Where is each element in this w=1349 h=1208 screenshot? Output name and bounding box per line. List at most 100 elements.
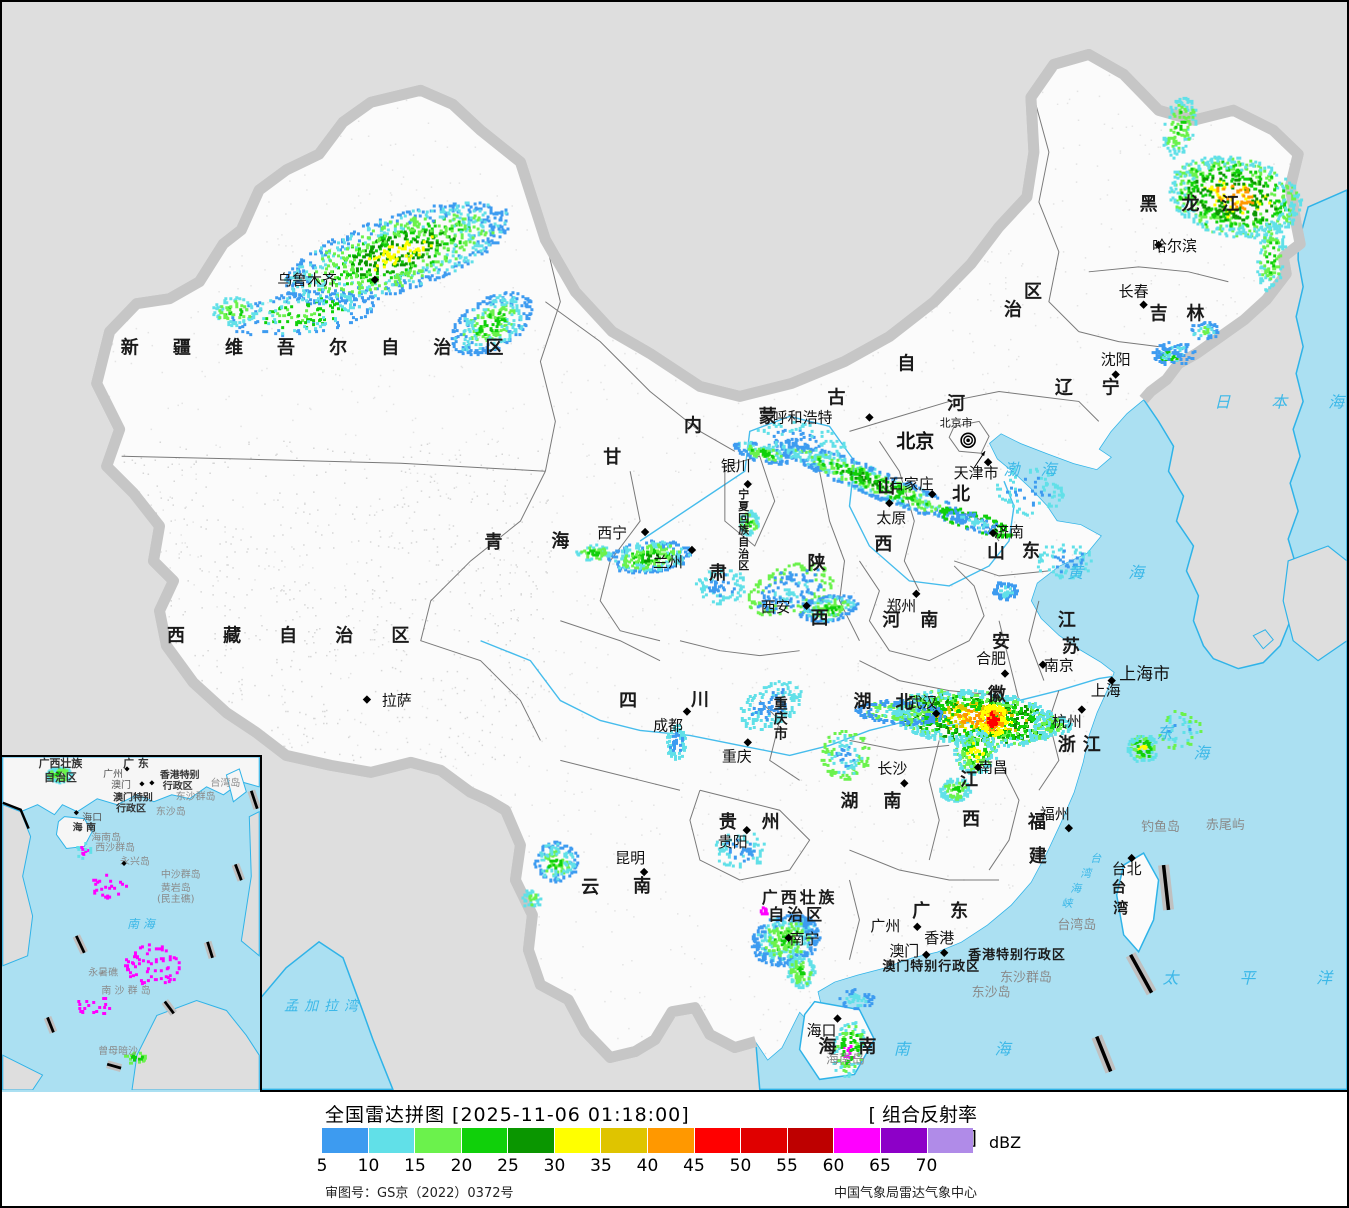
province-label: 建 [1029, 845, 1047, 867]
radar-echo [714, 832, 766, 869]
city-label: 西宁 [597, 524, 627, 542]
inset-radar-echoes [45, 766, 181, 1065]
radar-echo [124, 943, 181, 986]
island-label: 海南岛 [826, 1051, 865, 1067]
province-label: 湖 [853, 692, 871, 713]
dash-segment [163, 1000, 175, 1015]
color-scale-tick: 20 [450, 1156, 473, 1176]
color-scale-segment [787, 1128, 834, 1153]
province-label: 蒙 [759, 406, 777, 427]
capital-star-mid [963, 435, 974, 446]
radar-echo [739, 512, 758, 533]
city-dot [639, 867, 649, 877]
radar-echo [1161, 353, 1172, 361]
radar-echo [764, 922, 811, 959]
color-scale-segment [694, 1128, 741, 1153]
inset-label: 澳门特别 [113, 791, 153, 804]
province-label: 北 [895, 693, 913, 714]
radar-echo [1202, 326, 1210, 336]
inset-hainan [55, 816, 93, 849]
city-label: 呼和浩特 [773, 408, 833, 426]
color-scale-tick: 65 [869, 1156, 891, 1176]
city-label: 长春 [1119, 283, 1149, 301]
radar-echo [1133, 739, 1153, 758]
radar-echo [725, 838, 756, 863]
radar-echo [845, 993, 868, 1008]
city-dot [1154, 240, 1163, 250]
legend-title: 全国雷达拼图 [2025-11-06 01:18:00] [325, 1104, 690, 1126]
radar-echo [51, 771, 62, 777]
province-label: 南 [883, 790, 901, 812]
province-label: 苏 [1062, 636, 1080, 658]
province-label: 贵 [719, 812, 737, 833]
radar-echo [1178, 160, 1290, 228]
province-label: 江 [1083, 734, 1101, 755]
color-scale-segment [461, 1128, 508, 1153]
radar-echo [1053, 549, 1084, 574]
inset-label: 东沙岛 [156, 805, 186, 818]
province-label: 内 [684, 414, 702, 436]
radar-echo [827, 733, 864, 775]
province-label: 陕 [808, 552, 826, 574]
radar-echo [979, 704, 1010, 738]
province-label: 川 [690, 690, 709, 711]
province-label: 浙 [1058, 733, 1076, 755]
radar-echo [1265, 241, 1279, 275]
province-label: 黑 [1140, 194, 1158, 215]
city-dot [912, 589, 921, 599]
radar-echo [644, 553, 660, 563]
province-label: 徽 [987, 684, 1007, 706]
color-scale-segment [834, 1128, 880, 1153]
island-label: 东沙群岛 [1000, 970, 1052, 986]
inset-label: 东沙群岛 [176, 790, 216, 803]
sea-label: 黄 海 [1067, 563, 1164, 582]
province-label: 治 [1004, 299, 1022, 321]
radar-echo [952, 785, 962, 793]
city-label: 贵阳 [718, 833, 748, 851]
color-scale-ticks: 5 10 15 20 25 30 35 40 45 50 55 60 65 70 [2, 1156, 1347, 1176]
province-label: 吉 [1150, 303, 1168, 325]
city-dot [1107, 676, 1116, 685]
sea-label: 海 [1193, 743, 1211, 762]
color-scale-tick: 10 [357, 1156, 380, 1176]
yellow-river [639, 415, 1015, 587]
legend-unit: dBZ [989, 1133, 1022, 1152]
city-label: 成都 [653, 716, 683, 734]
province-label: 龙 [1181, 193, 1199, 215]
beijing-municipality-label: 北京市 [940, 415, 973, 429]
sea-label: 湾 [1080, 867, 1093, 880]
radar-echo [547, 858, 563, 870]
province-label: 四 [619, 691, 637, 712]
sea-label: 海 [1070, 882, 1083, 895]
island-label: 台湾岛 [1057, 917, 1096, 933]
dash-segment [206, 941, 214, 959]
province-label: 州 [762, 812, 780, 833]
radar-echo [1162, 96, 1198, 160]
city-label: 拉萨 [382, 692, 412, 710]
dash-segment [1129, 953, 1154, 994]
inset-label: 永暑礁 [88, 966, 118, 979]
color-scale-segment [927, 1128, 974, 1153]
color-scale-segment [601, 1128, 648, 1153]
inset-city-dot [149, 780, 155, 786]
city-dot [1139, 300, 1148, 309]
province-label: 青 [485, 532, 503, 553]
province-label: 江 [1058, 610, 1076, 631]
island-label: 钓鱼岛 [1141, 819, 1180, 835]
inset-city-dot [73, 810, 79, 816]
radar-echo [960, 515, 990, 530]
agency-credit: 中国气象局雷达气象中心 [833, 1186, 977, 1201]
inset-label: 曾母暗沙 [98, 1044, 138, 1057]
city-label: 武汉 [907, 694, 937, 712]
radar-echo [1006, 476, 1051, 507]
legend-panel: 全国雷达拼图 [2025-11-06 01:18:00] [ 组合反射率 ] d… [2, 1092, 1347, 1206]
radar-echo [1167, 723, 1192, 733]
radar-echo [833, 1025, 866, 1073]
province-label: 新 疆 维 吾 尔 自 治 区 [121, 337, 518, 359]
dash-segment [1095, 1035, 1113, 1073]
radar-echo [622, 543, 681, 571]
inset-label: 南 海 [127, 917, 157, 931]
